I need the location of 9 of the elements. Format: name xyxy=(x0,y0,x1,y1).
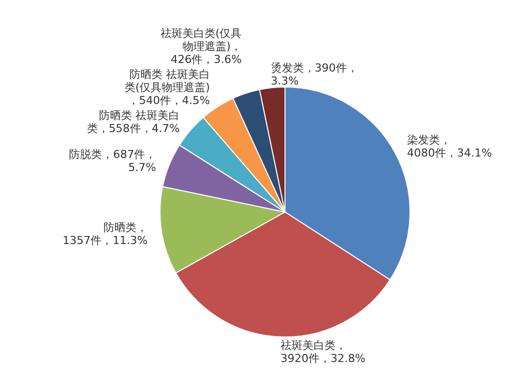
slice-label: 染发类，4080件，34.1% xyxy=(407,133,492,160)
slice-label: 防晒类 祛斑美白类(仅具物理遮盖) xyxy=(124,68,210,94)
slice-label: 祛斑美白类(仅具物理遮盖)，426件，3.6% xyxy=(160,27,242,66)
slice-label: 防晒类，1357件，11.3% xyxy=(62,221,148,248)
slice-label: 烫发类，390件，3.3% xyxy=(270,62,358,88)
slice-label: 祛斑美白类，3920件，32.8% xyxy=(280,338,366,365)
data-label: ，540件，4.5% xyxy=(128,94,210,108)
slice-label: 防脱类，687件，5.7% xyxy=(69,148,156,174)
slice-label: 防晒类 祛斑美白类，558件，4.7% xyxy=(86,109,180,136)
